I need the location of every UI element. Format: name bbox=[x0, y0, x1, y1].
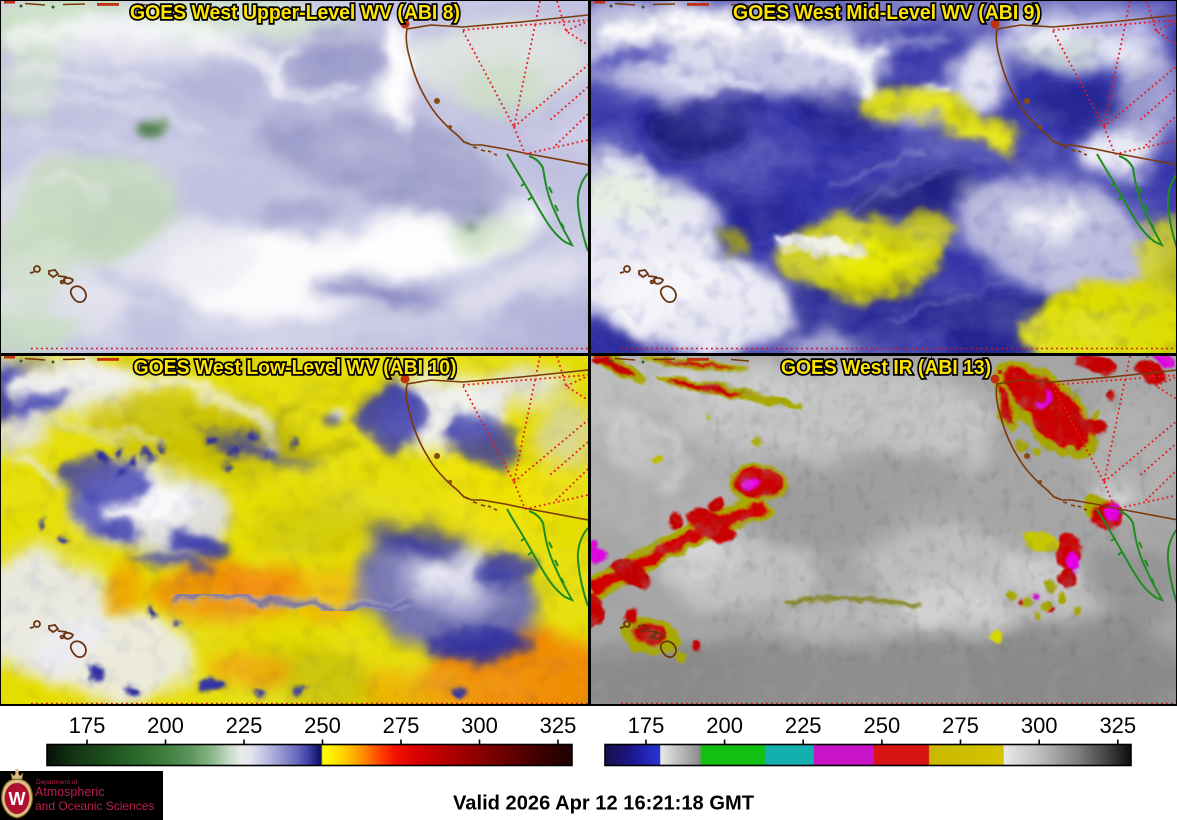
svg-text:175: 175 bbox=[628, 713, 665, 738]
svg-text:225: 225 bbox=[785, 713, 822, 738]
svg-text:300: 300 bbox=[461, 713, 498, 738]
svg-text:250: 250 bbox=[304, 713, 341, 738]
svg-text:200: 200 bbox=[706, 713, 743, 738]
svg-text:and Oceanic Sciences: and Oceanic Sciences bbox=[35, 799, 154, 813]
svg-text:Atmospheric: Atmospheric bbox=[35, 785, 104, 799]
svg-text:275: 275 bbox=[942, 713, 979, 738]
svg-text:W: W bbox=[9, 789, 26, 809]
svg-text:300: 300 bbox=[1021, 713, 1058, 738]
svg-text:325: 325 bbox=[540, 713, 577, 738]
svg-text:325: 325 bbox=[1099, 713, 1136, 738]
svg-text:Valid 2026 Apr 12 16:21:18 GMT: Valid 2026 Apr 12 16:21:18 GMT bbox=[453, 793, 754, 815]
svg-text:175: 175 bbox=[69, 713, 106, 738]
svg-text:Department of: Department of bbox=[36, 779, 77, 786]
svg-text:GOES West Mid-Level WV (ABI 9): GOES West Mid-Level WV (ABI 9) bbox=[733, 2, 1041, 24]
svg-text:GOES West Low-Level WV (ABI 10: GOES West Low-Level WV (ABI 10) bbox=[134, 357, 457, 379]
svg-text:225: 225 bbox=[226, 713, 263, 738]
svg-text:GOES West Upper-Level WV (ABI: GOES West Upper-Level WV (ABI 8) bbox=[130, 2, 460, 24]
svg-text:GOES West IR (ABI 13): GOES West IR (ABI 13) bbox=[781, 357, 991, 379]
svg-text:200: 200 bbox=[147, 713, 184, 738]
svg-text:250: 250 bbox=[864, 713, 901, 738]
svg-text:275: 275 bbox=[383, 713, 420, 738]
